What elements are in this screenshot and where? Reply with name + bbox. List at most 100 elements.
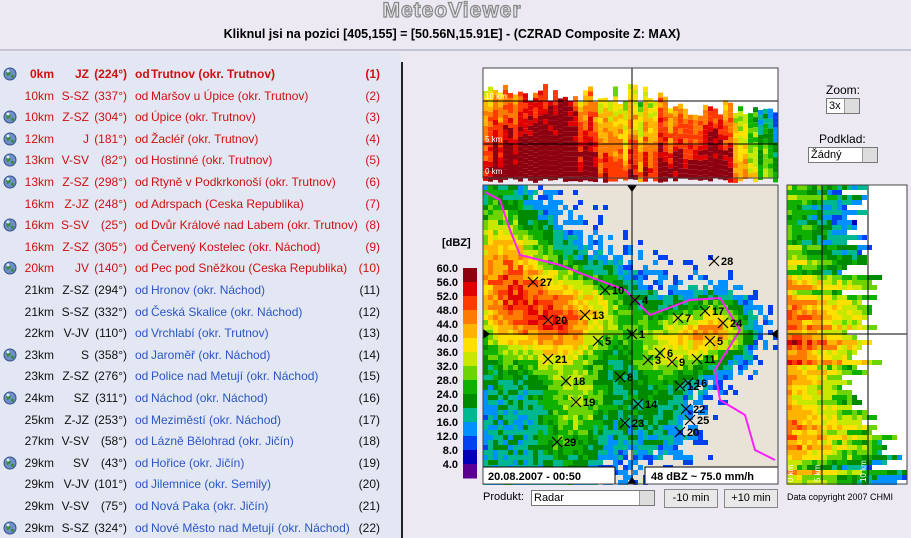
place-link[interactable]: Lázně Bělohrad (okr. Jičín) [151, 434, 294, 449]
location-row: 29km S-SZ (324°) od Nové Město nad Metují (o… [0, 518, 400, 538]
section-cell [493, 124, 498, 130]
section-cell [827, 345, 832, 350]
globe-icon[interactable] [3, 521, 17, 535]
section-cell [792, 200, 797, 205]
radar-cell [663, 410, 668, 415]
section-cell [787, 350, 792, 355]
section-cell [832, 465, 837, 470]
place-link[interactable]: Hronov (okr. Náchod) [151, 283, 266, 297]
radar-cell [703, 360, 708, 365]
place-link[interactable]: Nová Paka (okr. Jičín) [151, 499, 269, 513]
background-select[interactable]: Žádný [808, 147, 878, 163]
radar-cell [648, 300, 653, 305]
place-link[interactable]: Hořice (okr. Jičín) [151, 455, 245, 470]
place-link[interactable]: Červený Kostelec (okr. Náchod) [151, 239, 321, 254]
place-link[interactable]: Žacléř (okr. Trutnov) [151, 131, 259, 146]
place-link[interactable]: Maršov u Úpice (okr. Trutnov) [151, 88, 309, 103]
radar-cell [723, 290, 728, 295]
forward-button[interactable]: +10 min [724, 489, 778, 508]
section-cell [658, 92, 663, 98]
radar-cell [698, 275, 703, 280]
section-cell [812, 295, 817, 300]
radar-cell [698, 330, 703, 335]
place-link[interactable]: Pec pod Sněžkou (Ceska Republika) [151, 261, 348, 276]
section-cell [852, 460, 857, 465]
radar-cell [643, 295, 648, 300]
globe-icon[interactable] [3, 391, 17, 405]
place-link[interactable]: Jaroměř (okr. Náchod) [151, 347, 271, 362]
radar-cell [513, 245, 518, 250]
marker-label: 29 [564, 437, 576, 449]
radar-cell [523, 370, 528, 375]
globe-icon[interactable] [3, 132, 17, 146]
radar-cell [508, 405, 513, 410]
globe-icon[interactable] [3, 456, 17, 470]
place-link[interactable]: Rtyně v Podkrkonoší (okr. Trutnov) [151, 175, 336, 189]
section-cell [743, 129, 748, 135]
globe-icon[interactable] [3, 261, 17, 275]
section-cell [723, 110, 728, 116]
marker-label: 5 [717, 336, 723, 348]
section-cell [563, 106, 568, 112]
radar-cell [558, 190, 563, 195]
place-link[interactable]: Police nad Metují (okr. Náchod) [151, 369, 319, 384]
globe-icon[interactable] [3, 175, 17, 189]
section-cell [663, 161, 668, 167]
section-cell [872, 415, 877, 420]
radar-cell [553, 240, 558, 245]
globe-icon[interactable] [3, 67, 17, 81]
section-cell [852, 450, 857, 455]
product-select[interactable]: Radar [531, 490, 655, 506]
section-cell [753, 167, 758, 173]
radar-cell [608, 445, 613, 450]
section-cell [703, 124, 708, 130]
radar-cell [523, 285, 528, 290]
place-link[interactable]: Náchod (okr. Náchod) [151, 391, 268, 405]
place-link[interactable]: Úpice (okr. Trutnov) [151, 110, 256, 125]
section-cell [573, 116, 578, 122]
place-link[interactable]: Česká Skalice (okr. Náchod) [151, 304, 303, 319]
radar-cell [658, 440, 663, 445]
radar-cell [613, 280, 618, 285]
place-link[interactable]: Nové Město nad Metují (okr. Náchod) [151, 520, 350, 535]
section-cell [513, 164, 518, 170]
radar-cell [553, 275, 558, 280]
globe-icon[interactable] [3, 110, 17, 124]
radar-cell [603, 360, 608, 365]
radar-cell [553, 190, 558, 195]
place-link[interactable]: Dvůr Králové nad Labem (okr. Trutnov) [151, 218, 358, 233]
radar-cell [643, 270, 648, 275]
place-link[interactable]: Hostinné (okr. Trutnov) [151, 153, 273, 168]
radar-cell [583, 290, 588, 295]
section-cell [787, 275, 792, 280]
section-cell [713, 168, 718, 174]
section-cell [678, 128, 683, 134]
section-cell [618, 158, 623, 164]
section-cell [488, 131, 493, 137]
section-cell [718, 174, 723, 180]
section-cell [738, 121, 743, 127]
radar-cell [648, 335, 653, 340]
globe-icon[interactable] [3, 153, 17, 167]
place-link[interactable]: Trutnov (okr. Trutnov) [151, 67, 276, 81]
section-cell [688, 114, 693, 120]
radar-cell [553, 345, 558, 350]
zoom-select[interactable]: 3x [826, 98, 860, 114]
section-cell [807, 470, 812, 475]
radar-cell [508, 250, 513, 255]
radar-cell [503, 210, 508, 215]
place-link[interactable]: Adrspach (Ceska Republika) [151, 196, 304, 211]
globe-icon[interactable] [3, 218, 17, 232]
radar-cell [568, 420, 573, 425]
radar-cell [603, 265, 608, 270]
section-cell [523, 93, 528, 99]
back-button[interactable]: -10 min [664, 489, 718, 508]
location-row: 24km SZ (311°) od Náchod (okr. Náchod) (16) [0, 388, 400, 408]
place-link[interactable]: Jilemnice (okr. Semily) [151, 477, 272, 492]
radar-cell [483, 345, 488, 350]
globe-icon[interactable] [3, 348, 17, 362]
radar-cell [738, 335, 743, 340]
radar-cell [488, 280, 493, 285]
place-link[interactable]: Vrchlabí (okr. Trutnov) [151, 326, 269, 341]
place-link[interactable]: Meziměstí (okr. Náchod) [151, 412, 282, 427]
